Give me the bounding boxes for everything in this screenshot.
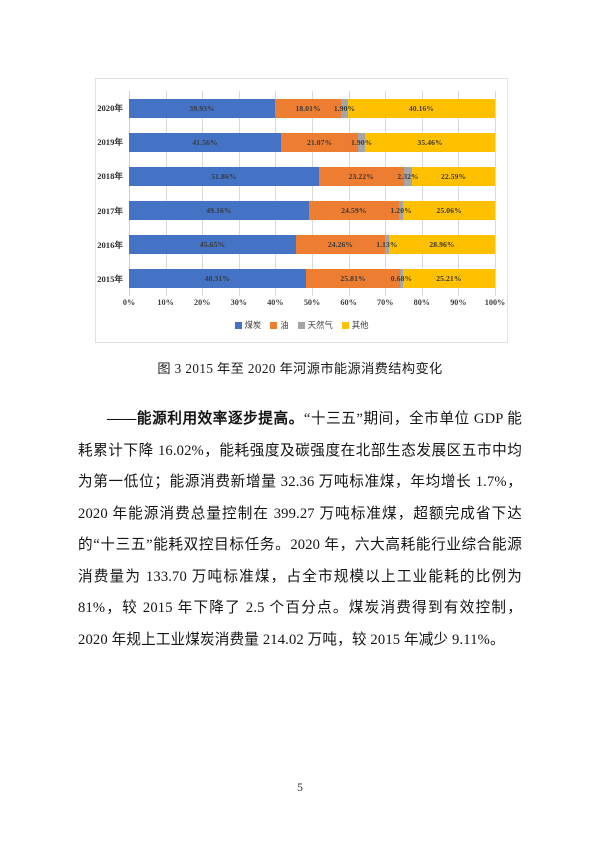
bar-row: 2020年 39.93% 18.01% 1.90% 40.16% <box>97 98 495 118</box>
bar-segment-油: 24.26% <box>296 235 385 255</box>
category-label: 2019年 <box>97 137 123 148</box>
bar-segment-煤炭: 39.93% <box>129 98 276 118</box>
chart-plot-area: 2020年 39.93% 18.01% 1.90% 40.16% 2019年 41.56% 2… <box>97 91 496 296</box>
bar-segment-其他: 28.96% <box>388 235 495 255</box>
category-label: 2017年 <box>97 205 123 216</box>
x-axis-tick: 60% <box>340 298 357 307</box>
category-label: 2018年 <box>97 171 123 182</box>
bar-row: 2017年 49.16% 24.59% 1.20% 25.06% <box>97 201 496 221</box>
paragraph-energy-efficiency: ——能源利用效率逐步提高。“十三五”期间，全市单位 GDP 能耗累计下降 16.… <box>78 404 522 656</box>
bar-value-label: 35.46% <box>417 137 443 147</box>
bar-segment-油: 24.59% <box>308 201 399 221</box>
gridline-100 <box>495 91 496 296</box>
bar-value-label: 1.20% <box>390 206 412 216</box>
bar-segment-其他: 25.06% <box>403 201 496 221</box>
paragraph-lead: ——能源利用效率逐步提高。 <box>107 411 304 427</box>
x-axis-tick: 100% <box>484 298 506 307</box>
bar-segment-天然气: 2.32% <box>397 166 419 186</box>
bar-segment-煤炭: 41.56% <box>129 132 282 152</box>
bar-segment-煤炭: 49.16% <box>129 201 309 221</box>
bar-value-label: 25.06% <box>436 206 462 216</box>
bar-value-label: 21.07% <box>307 137 333 147</box>
x-axis-tick: 50% <box>303 298 321 307</box>
legend-swatch-icon <box>270 321 278 329</box>
bar-value-label: 1.90% <box>350 137 373 147</box>
x-axis-tick: 80% <box>413 298 430 307</box>
bar-segment-天然气: 1.90% <box>334 98 355 118</box>
chart-x-axis: 0% 10% 20% 30% 40% 50% 60% 70% 80% 90% 100% <box>123 298 505 314</box>
category-label: 2020年 <box>97 103 123 114</box>
bar-segment-油: 23.22% <box>318 166 404 186</box>
bar-value-label: 24.26% <box>327 240 354 250</box>
legend-label: 煤炭 <box>244 321 262 330</box>
category-label: 2016年 <box>97 239 123 250</box>
bar-segment-油: 25.81% <box>305 269 401 289</box>
bar-row: 2015年 48.31% 25.81% 0.68% 25.21% <box>97 269 496 289</box>
bar-value-label: 0.68% <box>390 274 413 284</box>
bar-segment-其他: 35.46% <box>365 132 495 152</box>
bar-value-label: 40.16% <box>408 103 435 113</box>
x-axis-tick: 30% <box>230 298 247 307</box>
chart-legend: 煤炭 油 天然气 其他 <box>96 319 507 331</box>
category-label: 2015年 <box>97 273 123 284</box>
bar-value-label: 2.32% <box>397 171 419 181</box>
body-text-block: ——能源利用效率逐步提高。“十三五”期间，全市单位 GDP 能耗累计下降 16.… <box>78 404 522 656</box>
bar-segment-其他: 22.59% <box>412 166 495 186</box>
bar-value-label: 22.59% <box>440 171 467 181</box>
bar-segment-天然气: 0.68% <box>391 269 412 289</box>
bar-value-label: 23.22% <box>348 171 374 181</box>
paragraph-body: “十三五”期间，全市单位 GDP 能耗累计下降 16.02%，能耗强度及碳强度在… <box>78 411 523 648</box>
bar-row: 2018年 51.86% 23.22% 2.32% 22.59% <box>97 166 495 186</box>
legend-label: 油 <box>280 321 289 330</box>
bar-value-label: 1.13% <box>376 240 398 250</box>
legend-label: 其他 <box>351 321 369 330</box>
bar-value-label: 28.96% <box>429 240 455 250</box>
bar-value-label: 51.86% <box>211 171 237 181</box>
bar-segment-天然气: 1.20% <box>390 201 412 221</box>
bar-value-label: 41.56% <box>192 137 218 147</box>
figure-caption: 图 3 2015 年至 2020 年河源市能源消费结构变化 <box>157 361 443 376</box>
chart-inner: 2020年 39.93% 18.01% 1.90% 40.16% 2019年 41.56% 2… <box>96 79 507 342</box>
legend-item-天然气[interactable]: 天然气 <box>297 319 333 331</box>
bar-value-label: 25.81% <box>340 274 366 284</box>
bar-segment-天然气: 1.90% <box>351 132 372 152</box>
legend-item-煤炭[interactable]: 煤炭 <box>234 319 262 331</box>
legend-label: 天然气 <box>307 321 333 330</box>
legend-swatch-icon <box>341 321 349 329</box>
legend-item-油[interactable]: 油 <box>270 319 289 331</box>
bar-row: 2016年 45.65% 24.26% 1.13% 28.96% <box>97 235 495 255</box>
bar-segment-天然气: 1.13% <box>376 235 398 255</box>
bar-segment-其他: 40.16% <box>348 98 495 118</box>
x-axis-tick: 0% <box>122 298 136 307</box>
legend-swatch-icon <box>297 321 305 329</box>
x-axis-tick: 20% <box>194 298 211 307</box>
x-axis-tick: 90% <box>450 298 467 307</box>
x-axis-tick: 10% <box>157 298 174 307</box>
x-axis-tick: 40% <box>267 298 284 307</box>
bar-segment-油: 21.07% <box>281 132 359 152</box>
energy-structure-chart: 2020年 39.93% 18.01% 1.90% 40.16% 2019年 41.56% 2… <box>95 78 508 343</box>
bar-segment-煤炭: 51.86% <box>129 166 319 186</box>
bar-value-label: 39.93% <box>189 103 215 113</box>
bar-value-label: 18.01% <box>295 103 321 113</box>
bar-segment-油: 18.01% <box>275 98 342 118</box>
legend-item-其他[interactable]: 其他 <box>341 319 369 331</box>
page-number: 5 <box>297 782 303 794</box>
bar-segment-煤炭: 45.65% <box>129 235 297 255</box>
bar-value-label: 1.90% <box>333 103 356 113</box>
bar-segment-煤炭: 48.31% <box>129 269 306 289</box>
chart-bar-rows: 2020年 39.93% 18.01% 1.90% 40.16% 2019年 41.56% 2… <box>97 91 496 296</box>
bar-value-label: 49.16% <box>206 206 232 216</box>
bar-row: 2019年 41.56% 21.07% 1.90% 35.46% <box>97 132 495 152</box>
bar-value-label: 45.65% <box>199 240 226 250</box>
bar-value-label: 24.59% <box>341 206 367 216</box>
bar-value-label: 25.21% <box>436 274 462 284</box>
x-axis-tick: 70% <box>377 298 394 307</box>
legend-swatch-icon <box>234 321 242 329</box>
bar-segment-其他: 25.21% <box>402 269 496 289</box>
bar-value-label: 48.31% <box>204 274 231 284</box>
